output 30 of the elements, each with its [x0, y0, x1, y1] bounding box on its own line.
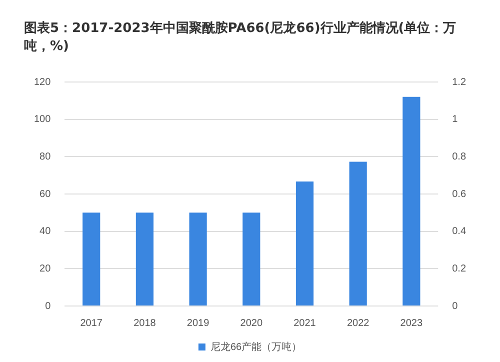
y2-tick-label: 0.6 [452, 188, 466, 200]
y2-tick-label: 0 [452, 300, 458, 312]
x-tick-label: 2021 [294, 318, 316, 329]
bar [136, 212, 154, 306]
x-tick-label: 2017 [80, 318, 103, 329]
bar [402, 96, 420, 306]
y2-tick-label: 1.2 [452, 76, 466, 88]
y2-tick-label: 0.8 [452, 151, 466, 162]
x-tick-label: 2023 [400, 318, 423, 329]
y2-tick-label: 1 [452, 114, 458, 126]
y-tick-label: 100 [34, 114, 52, 126]
y-tick-label: 0 [45, 300, 52, 312]
x-tick-label: 2018 [134, 318, 156, 329]
bar [296, 181, 314, 306]
x-tick-label: 2022 [346, 318, 370, 329]
x-tick-label: 2019 [186, 318, 210, 329]
y2-tick-label: 0.4 [452, 226, 466, 238]
bar [82, 212, 100, 306]
legend-label: 尼龙66产能（万吨） [210, 340, 302, 353]
bar [349, 162, 367, 306]
y-tick-label: 120 [34, 76, 52, 88]
y-tick-label: 20 [40, 263, 52, 274]
y-tick-label: 80 [40, 151, 52, 162]
y-tick-label: 40 [40, 226, 52, 238]
chart-title: 图表5：2017-2023年中国聚酰胺PA66(尼龙66)行业产能情况(单位：万吨，%) [24, 20, 458, 56]
y2-tick-label: 0.2 [452, 263, 466, 274]
bar [189, 212, 207, 306]
bar [242, 212, 260, 306]
x-tick-label: 2020 [240, 318, 263, 329]
y-tick-label: 60 [40, 188, 52, 200]
